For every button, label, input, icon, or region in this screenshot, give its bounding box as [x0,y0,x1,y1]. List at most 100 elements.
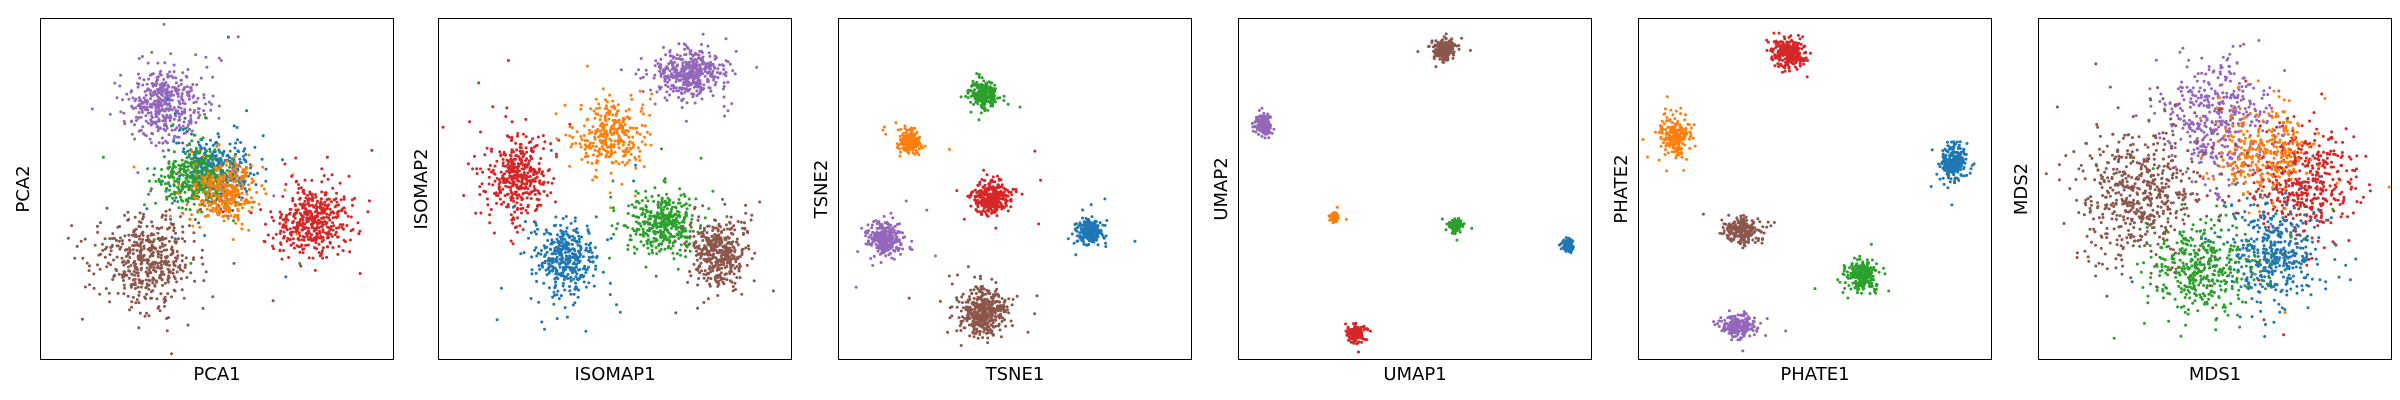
data-point [129,120,133,124]
data-point [717,233,721,237]
data-point [157,141,161,145]
data-point [240,170,244,174]
data-point [168,208,172,212]
data-point [559,229,563,233]
data-point [158,109,162,113]
data-point [598,134,602,138]
data-point [187,188,191,192]
data-point [172,222,176,226]
data-point [181,212,185,216]
data-point [541,134,545,138]
data-point [696,76,700,79]
data-point [108,300,112,304]
data-point [608,191,612,195]
data-point [325,236,329,240]
data-point [189,117,193,121]
green-cluster [959,72,1022,122]
data-point [631,145,635,149]
data-point [169,94,173,98]
data-point [716,284,720,288]
data-point [683,235,687,239]
data-point [542,174,545,178]
data-point [133,277,137,281]
data-point [483,153,487,157]
data-point [113,81,117,85]
data-point [192,178,196,182]
data-point [208,209,212,212]
data-point [552,177,556,180]
data-point [683,53,687,57]
data-point [108,237,112,241]
data-point [310,212,314,215]
data-point [250,205,254,209]
data-point [694,51,697,55]
data-point [146,235,150,238]
data-point [154,279,158,283]
data-point [341,223,345,227]
data-point [607,109,611,113]
data-point [655,225,659,229]
data-point [648,97,652,101]
data-point [651,240,655,244]
data-point [164,129,167,133]
data-point [548,247,552,251]
data-point [218,160,222,164]
data-point [210,174,214,178]
data-point [135,298,139,302]
data-point [219,184,223,188]
data-point [610,224,614,228]
data-point [156,255,160,259]
data-point [147,287,151,291]
data-point [730,249,734,252]
data-point [130,132,134,136]
data-point [571,262,575,266]
data-point [656,62,660,65]
data-point [250,181,254,185]
data-point [260,184,264,188]
data-point [593,116,597,120]
data-point [176,185,180,189]
data-point [744,211,748,215]
data-point [178,102,182,106]
data-point [753,251,757,255]
brown-cluster [654,197,775,315]
data-point [613,106,616,109]
data-point [549,148,553,152]
data-point [235,169,238,173]
data-point [194,162,198,166]
data-point [706,44,710,48]
data-point [630,203,634,207]
data-point [569,221,573,225]
data-point [358,272,362,275]
data-point [608,281,612,285]
data-point [631,227,635,231]
data-point [150,264,154,268]
data-point [735,276,739,279]
data-point [192,202,196,206]
data-point [538,179,542,183]
data-point [535,204,539,208]
data-point [306,213,309,217]
data-point [719,271,723,275]
data-point [167,108,171,112]
data-point [582,134,586,137]
data-point [176,95,180,98]
data-point [603,107,607,111]
data-point [189,271,193,275]
data-point [282,230,286,234]
data-point [637,201,641,205]
data-point [164,182,167,186]
data-point [497,178,501,182]
data-point [539,203,543,207]
data-point [190,89,193,92]
data-point [677,237,681,240]
data-point [603,118,607,122]
data-point [166,94,170,98]
data-point [180,237,184,241]
data-point [688,60,691,64]
data-point [238,192,241,196]
data-point [145,284,149,288]
data-point [165,263,169,267]
data-point [683,249,687,253]
data-point [564,133,568,137]
